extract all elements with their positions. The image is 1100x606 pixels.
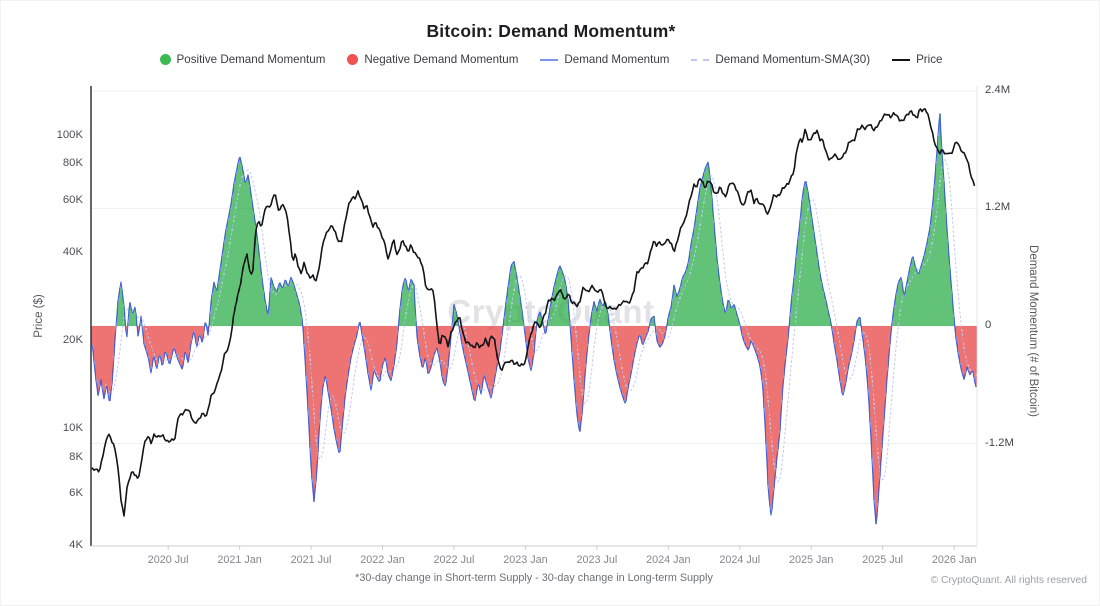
price-tick-label: 100K bbox=[56, 129, 83, 141]
x-tick-label: 2022 Jan bbox=[360, 554, 405, 566]
x-tick-label: 2022 Jul bbox=[433, 554, 475, 566]
price-tick-label: 8K bbox=[69, 450, 83, 463]
price-tick-label: 60K bbox=[62, 194, 83, 207]
chart-footnote: *30-day change in Short-term Supply - 30… bbox=[355, 572, 713, 584]
x-tick-label: 2021 Jul bbox=[290, 554, 332, 566]
copyright-notice: © CryptoQuant. All rights reserved bbox=[930, 575, 1087, 586]
momentum-tick-label: -1.2M bbox=[985, 436, 1014, 449]
momentum-tick-label: 0 bbox=[985, 319, 992, 331]
price-tick-label: 6K bbox=[69, 487, 83, 500]
x-tick-label: 2023 Jan bbox=[503, 554, 548, 566]
x-tick-label: 2020 Jul bbox=[147, 554, 189, 566]
momentum-tick-label: 1.2M bbox=[985, 201, 1011, 214]
price-axis-title: Price ($) bbox=[33, 294, 45, 338]
x-tick-label: 2023 Jul bbox=[576, 554, 618, 566]
x-tick-label: 2021 Jan bbox=[217, 554, 262, 566]
price-tick-label: 4K bbox=[69, 539, 83, 552]
x-tick-label: 2026 Jan bbox=[931, 554, 977, 566]
x-tick-label: 2024 Jul bbox=[719, 554, 761, 566]
price-tick-label: 20K bbox=[62, 334, 83, 346]
x-tick-label: 2025 Jan bbox=[789, 554, 834, 566]
x-tick-label: 2024 Jan bbox=[646, 554, 691, 566]
price-tick-label: 10K bbox=[62, 422, 83, 435]
momentum-tick-label: 2.4M bbox=[985, 83, 1011, 96]
price-tick-label: 40K bbox=[62, 245, 83, 258]
price-tick-label: 80K bbox=[62, 157, 83, 170]
momentum-axis-title: Demand Momentum (# of Bitcoin) bbox=[1027, 245, 1039, 417]
x-tick-label: 2025 Jul bbox=[862, 554, 904, 566]
